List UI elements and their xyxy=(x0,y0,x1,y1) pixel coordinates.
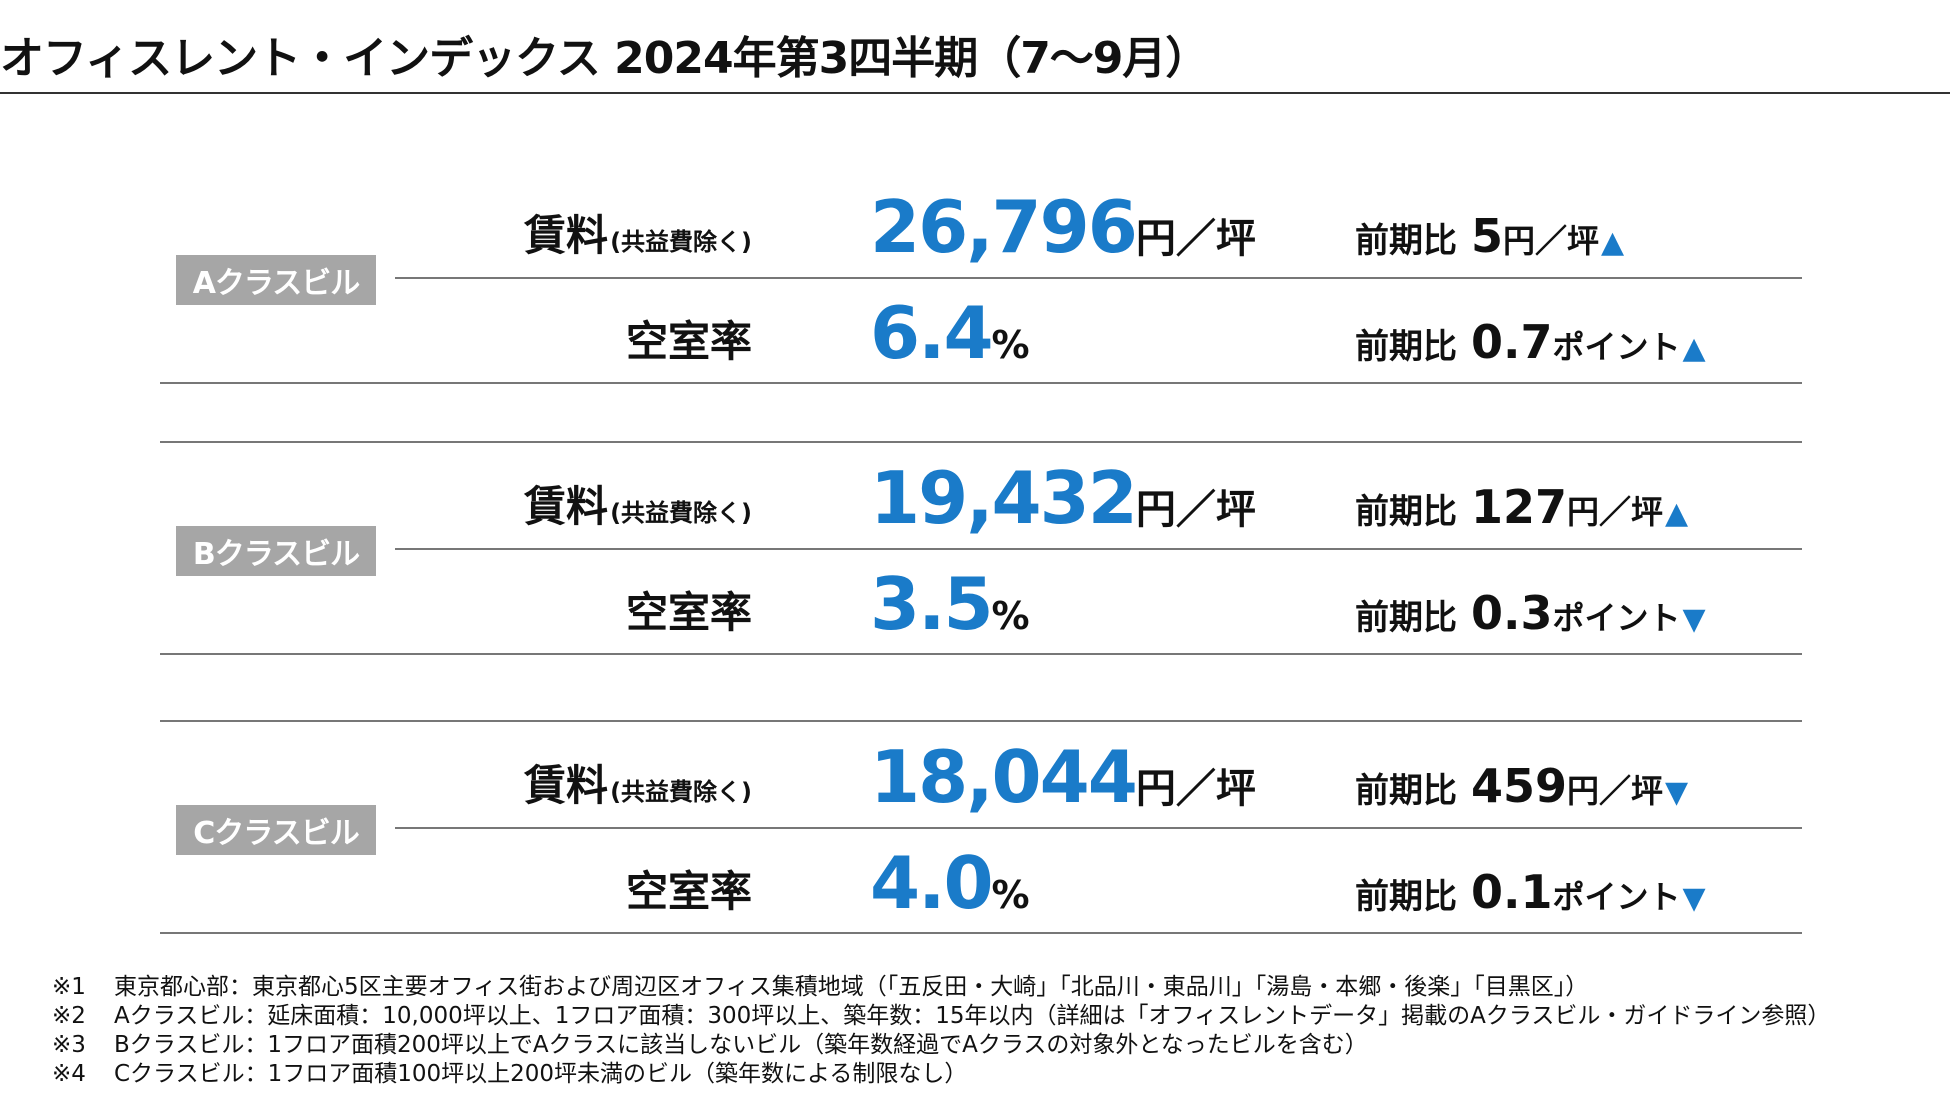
vacancy-unit: % xyxy=(991,873,1030,917)
rent-number: 19,432 xyxy=(870,456,1138,540)
section-divider xyxy=(395,548,1802,550)
rent-value: 18,044円／坪 xyxy=(870,735,1256,819)
down-arrow-icon: ▼ xyxy=(1665,775,1689,810)
vacancy-value: 4.0% xyxy=(870,841,1030,925)
rent-change-unit: 円／坪 xyxy=(1567,493,1664,531)
footnote-text: Aクラスビル：延床面積：10,000坪以上、1フロア面積：300坪以上、築年数：… xyxy=(114,1003,1831,1029)
section-bottom-rule xyxy=(160,382,1802,384)
compare-label: 前期比 xyxy=(1355,598,1457,638)
rent-unit: 円／坪 xyxy=(1135,216,1256,262)
compare-label: 前期比 xyxy=(1355,877,1457,917)
vacancy-row: 空室率 3.5% 前期比 0.3ポイント▼ xyxy=(160,562,1802,652)
up-arrow-icon: ▲ xyxy=(1665,496,1689,531)
vacancy-unit: % xyxy=(991,323,1030,367)
section-top-rule xyxy=(160,441,1802,443)
compare-label: 前期比 xyxy=(1355,492,1457,532)
vacancy-label: 空室率 xyxy=(625,588,752,637)
rent-change-number: 459 xyxy=(1471,759,1568,813)
section-bottom-rule xyxy=(160,932,1802,934)
page-title: オフィスレント・インデックス 2024年第3四半期（7〜9月） xyxy=(0,33,1209,84)
vacancy-change: 前期比 0.3ポイント▼ xyxy=(1355,586,1706,640)
vacancy-change-number: 0.7 xyxy=(1471,315,1553,369)
footnote-text: 東京都心部：東京都心5区主要オフィス街および周辺区オフィス集積地域（「五反田・大… xyxy=(114,974,1589,1000)
vacancy-number: 3.5 xyxy=(870,562,994,646)
rent-label: 賃料(共益費除く) xyxy=(524,211,752,260)
footnote: ※1 東京都心部：東京都心5区主要オフィス街および周辺区オフィス集積地域（「五反田… xyxy=(52,973,1830,1002)
rent-unit: 円／坪 xyxy=(1135,766,1256,812)
rent-change: 前期比 5円／坪▲ xyxy=(1355,209,1624,263)
section-divider xyxy=(395,277,1802,279)
rent-unit: 円／坪 xyxy=(1135,487,1256,533)
down-arrow-icon: ▼ xyxy=(1682,881,1706,916)
footnote: ※4 Cクラスビル：1フロア面積100坪以上200坪未満のビル（築年数による制限な… xyxy=(52,1060,1830,1089)
compare-label: 前期比 xyxy=(1355,221,1457,261)
class-label: Cクラスビル xyxy=(176,805,376,855)
section-c-class: Cクラスビル 賃料(共益費除く) 18,044円／坪 前期比 459円／坪▼ 空室… xyxy=(160,720,1802,968)
rent-label: 賃料(共益費除く) xyxy=(524,482,752,531)
rent-change-unit: 円／坪 xyxy=(1567,772,1664,810)
up-arrow-icon: ▲ xyxy=(1601,225,1625,260)
vacancy-row: 空室率 4.0% 前期比 0.1ポイント▼ xyxy=(160,841,1802,931)
up-arrow-icon: ▲ xyxy=(1682,331,1706,366)
section-top-rule xyxy=(160,720,1802,722)
footnotes: ※1 東京都心部：東京都心5区主要オフィス街および周辺区オフィス集積地域（「五反田… xyxy=(52,973,1830,1089)
vacancy-change-number: 0.1 xyxy=(1471,865,1553,919)
vacancy-change-unit: ポイント xyxy=(1552,599,1681,637)
rent-change-number: 127 xyxy=(1471,480,1568,534)
footnote-mark: ※3 xyxy=(52,1032,86,1058)
footnote-mark: ※2 xyxy=(52,1003,86,1029)
vacancy-change-unit: ポイント xyxy=(1552,878,1681,916)
vacancy-number: 6.4 xyxy=(870,291,994,375)
vacancy-change-number: 0.3 xyxy=(1471,586,1553,640)
rent-row: 賃料(共益費除く) 18,044円／坪 前期比 459円／坪▼ xyxy=(160,735,1802,825)
rent-change: 前期比 127円／坪▲ xyxy=(1355,480,1688,534)
rent-number: 18,044 xyxy=(870,735,1138,819)
rent-change-number: 5 xyxy=(1471,209,1504,263)
footnote-text: Bクラスビル：1フロア面積200坪以上でAクラスに該当しないビル（築年数経過でA… xyxy=(114,1032,1368,1058)
title-divider xyxy=(0,92,1950,94)
rent-value: 19,432円／坪 xyxy=(870,456,1256,540)
footnote-mark: ※4 xyxy=(52,1061,86,1087)
section-a-class: Aクラスビル 賃料(共益費除く) 26,796円／坪 前期比 5円／坪▲ 空室率 … xyxy=(160,170,1802,418)
vacancy-number: 4.0 xyxy=(870,841,994,925)
rent-row: 賃料(共益費除く) 26,796円／坪 前期比 5円／坪▲ xyxy=(160,185,1802,275)
footnote-text: Cクラスビル：1フロア面積100坪以上200坪未満のビル（築年数による制限なし） xyxy=(114,1061,968,1087)
down-arrow-icon: ▼ xyxy=(1682,602,1706,637)
rent-sublabel: (共益費除く) xyxy=(610,499,752,527)
footnote: ※2 Aクラスビル：延床面積：10,000坪以上、1フロア面積：300坪以上、築年… xyxy=(52,1002,1830,1031)
rent-sublabel: (共益費除く) xyxy=(610,778,752,806)
rent-label: 賃料(共益費除く) xyxy=(524,761,752,810)
vacancy-label: 空室率 xyxy=(625,317,752,366)
class-label: Bクラスビル xyxy=(176,526,376,576)
footnote-mark: ※1 xyxy=(52,974,86,1000)
rent-change: 前期比 459円／坪▼ xyxy=(1355,759,1688,813)
section-bottom-rule xyxy=(160,653,1802,655)
class-label: Aクラスビル xyxy=(176,255,376,305)
rent-change-unit: 円／坪 xyxy=(1503,222,1600,260)
vacancy-label: 空室率 xyxy=(625,867,752,916)
vacancy-value: 3.5% xyxy=(870,562,1030,646)
vacancy-row: 空室率 6.4% 前期比 0.7ポイント▲ xyxy=(160,291,1802,381)
section-divider xyxy=(395,827,1802,829)
compare-label: 前期比 xyxy=(1355,327,1457,367)
footnote: ※3 Bクラスビル：1フロア面積200坪以上でAクラスに該当しないビル（築年数経過… xyxy=(52,1031,1830,1060)
rent-sublabel: (共益費除く) xyxy=(610,228,752,256)
section-b-class: Bクラスビル 賃料(共益費除く) 19,432円／坪 前期比 127円／坪▲ 空室… xyxy=(160,441,1802,689)
vacancy-change-unit: ポイント xyxy=(1552,328,1681,366)
vacancy-change: 前期比 0.1ポイント▼ xyxy=(1355,865,1706,919)
vacancy-change: 前期比 0.7ポイント▲ xyxy=(1355,315,1706,369)
rent-value: 26,796円／坪 xyxy=(870,185,1256,269)
vacancy-unit: % xyxy=(991,594,1030,638)
compare-label: 前期比 xyxy=(1355,771,1457,811)
vacancy-value: 6.4% xyxy=(870,291,1030,375)
rent-number: 26,796 xyxy=(870,185,1138,269)
rent-row: 賃料(共益費除く) 19,432円／坪 前期比 127円／坪▲ xyxy=(160,456,1802,546)
